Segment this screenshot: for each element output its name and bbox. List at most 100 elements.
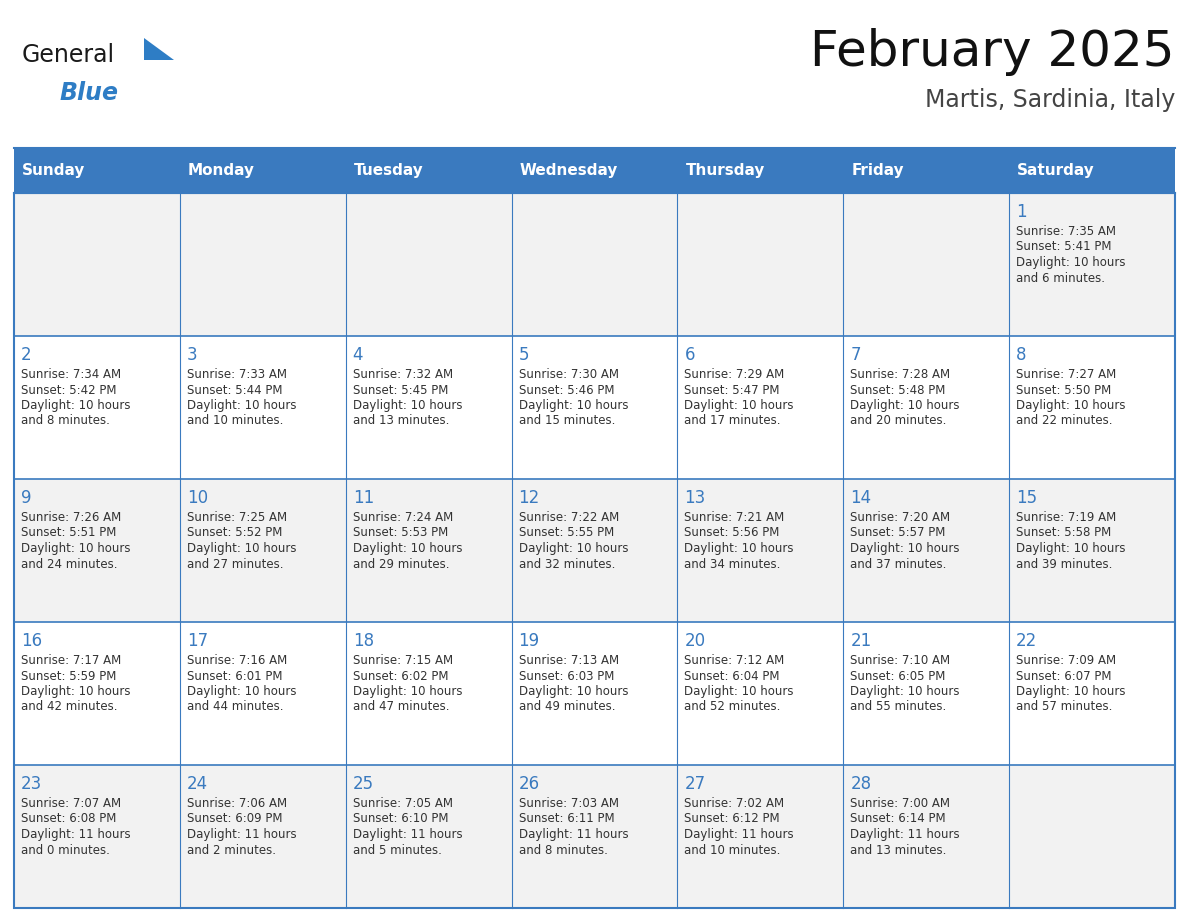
Text: Sunrise: 7:15 AM: Sunrise: 7:15 AM (353, 654, 453, 667)
Text: Sunset: 6:10 PM: Sunset: 6:10 PM (353, 812, 448, 825)
Text: and 10 minutes.: and 10 minutes. (187, 415, 283, 428)
Text: 2: 2 (21, 346, 32, 364)
Text: Sunrise: 7:29 AM: Sunrise: 7:29 AM (684, 368, 785, 381)
Text: Daylight: 10 hours: Daylight: 10 hours (187, 399, 296, 412)
Text: Daylight: 10 hours: Daylight: 10 hours (187, 685, 296, 698)
Text: 16: 16 (21, 632, 42, 650)
Bar (14, 479, 1175, 622)
Text: Sunset: 5:46 PM: Sunset: 5:46 PM (519, 384, 614, 397)
Text: and 49 minutes.: and 49 minutes. (519, 700, 615, 713)
Text: February 2025: February 2025 (810, 28, 1175, 76)
Text: Sunrise: 7:05 AM: Sunrise: 7:05 AM (353, 797, 453, 810)
Text: 3: 3 (187, 346, 197, 364)
Text: Sunrise: 7:35 AM: Sunrise: 7:35 AM (1016, 225, 1117, 238)
Text: Sunday: Sunday (23, 163, 86, 178)
Text: Daylight: 10 hours: Daylight: 10 hours (851, 399, 960, 412)
Text: 23: 23 (21, 775, 43, 793)
Text: Sunrise: 7:28 AM: Sunrise: 7:28 AM (851, 368, 950, 381)
Text: Daylight: 10 hours: Daylight: 10 hours (684, 399, 794, 412)
Bar (14, 336, 1175, 479)
Text: and 27 minutes.: and 27 minutes. (187, 557, 284, 570)
Text: Sunset: 5:53 PM: Sunset: 5:53 PM (353, 527, 448, 540)
Text: and 39 minutes.: and 39 minutes. (1016, 557, 1112, 570)
Text: and 8 minutes.: and 8 minutes. (519, 844, 607, 856)
Text: Sunrise: 7:09 AM: Sunrise: 7:09 AM (1016, 654, 1117, 667)
Text: 12: 12 (519, 489, 539, 507)
Text: Sunrise: 7:06 AM: Sunrise: 7:06 AM (187, 797, 287, 810)
Text: Sunset: 6:04 PM: Sunset: 6:04 PM (684, 669, 781, 682)
Text: Daylight: 10 hours: Daylight: 10 hours (851, 685, 960, 698)
Text: Daylight: 10 hours: Daylight: 10 hours (21, 685, 131, 698)
Text: 28: 28 (851, 775, 872, 793)
Text: Sunrise: 7:30 AM: Sunrise: 7:30 AM (519, 368, 619, 381)
Text: Sunrise: 7:16 AM: Sunrise: 7:16 AM (187, 654, 287, 667)
Text: Daylight: 10 hours: Daylight: 10 hours (851, 542, 960, 555)
Text: Daylight: 10 hours: Daylight: 10 hours (353, 399, 462, 412)
Text: 1: 1 (1016, 203, 1026, 221)
Text: Sunset: 5:45 PM: Sunset: 5:45 PM (353, 384, 448, 397)
Text: Sunset: 5:48 PM: Sunset: 5:48 PM (851, 384, 946, 397)
Text: 20: 20 (684, 632, 706, 650)
Text: 17: 17 (187, 632, 208, 650)
Text: Daylight: 10 hours: Daylight: 10 hours (519, 542, 628, 555)
Text: 11: 11 (353, 489, 374, 507)
Text: Sunrise: 7:10 AM: Sunrise: 7:10 AM (851, 654, 950, 667)
Text: Daylight: 10 hours: Daylight: 10 hours (684, 685, 794, 698)
Text: Sunset: 5:50 PM: Sunset: 5:50 PM (1016, 384, 1112, 397)
Text: and 10 minutes.: and 10 minutes. (684, 844, 781, 856)
Text: Sunrise: 7:32 AM: Sunrise: 7:32 AM (353, 368, 453, 381)
Text: Sunrise: 7:21 AM: Sunrise: 7:21 AM (684, 511, 785, 524)
Text: Thursday: Thursday (685, 163, 765, 178)
Text: and 55 minutes.: and 55 minutes. (851, 700, 947, 713)
Text: 18: 18 (353, 632, 374, 650)
Text: Daylight: 10 hours: Daylight: 10 hours (21, 399, 131, 412)
Text: 24: 24 (187, 775, 208, 793)
Text: Sunrise: 7:17 AM: Sunrise: 7:17 AM (21, 654, 121, 667)
Bar (14, 193, 1175, 908)
Text: Sunrise: 7:12 AM: Sunrise: 7:12 AM (684, 654, 785, 667)
Text: Sunrise: 7:27 AM: Sunrise: 7:27 AM (1016, 368, 1117, 381)
Text: Sunset: 6:02 PM: Sunset: 6:02 PM (353, 669, 448, 682)
Text: Sunrise: 7:03 AM: Sunrise: 7:03 AM (519, 797, 619, 810)
Text: Sunset: 6:05 PM: Sunset: 6:05 PM (851, 669, 946, 682)
Text: 5: 5 (519, 346, 529, 364)
Text: 4: 4 (353, 346, 364, 364)
Text: 7: 7 (851, 346, 861, 364)
Text: 13: 13 (684, 489, 706, 507)
Text: and 44 minutes.: and 44 minutes. (187, 700, 284, 713)
Text: Sunset: 6:09 PM: Sunset: 6:09 PM (187, 812, 283, 825)
Text: 27: 27 (684, 775, 706, 793)
Text: Sunrise: 7:24 AM: Sunrise: 7:24 AM (353, 511, 453, 524)
Text: Daylight: 10 hours: Daylight: 10 hours (519, 399, 628, 412)
Text: Daylight: 10 hours: Daylight: 10 hours (353, 685, 462, 698)
Text: and 13 minutes.: and 13 minutes. (851, 844, 947, 856)
Text: Wednesday: Wednesday (519, 163, 618, 178)
Text: and 29 minutes.: and 29 minutes. (353, 557, 449, 570)
Text: and 47 minutes.: and 47 minutes. (353, 700, 449, 713)
Text: Sunset: 5:44 PM: Sunset: 5:44 PM (187, 384, 283, 397)
Text: and 34 minutes.: and 34 minutes. (684, 557, 781, 570)
Text: General: General (23, 43, 115, 67)
Text: Monday: Monday (188, 163, 255, 178)
Text: and 32 minutes.: and 32 minutes. (519, 557, 615, 570)
Text: Daylight: 10 hours: Daylight: 10 hours (1016, 542, 1126, 555)
Polygon shape (144, 38, 173, 60)
Text: and 2 minutes.: and 2 minutes. (187, 844, 276, 856)
Text: Daylight: 10 hours: Daylight: 10 hours (519, 685, 628, 698)
Text: Sunset: 5:52 PM: Sunset: 5:52 PM (187, 527, 283, 540)
Text: Daylight: 10 hours: Daylight: 10 hours (684, 542, 794, 555)
Text: and 6 minutes.: and 6 minutes. (1016, 272, 1105, 285)
Text: Daylight: 11 hours: Daylight: 11 hours (187, 828, 297, 841)
Text: Sunset: 6:01 PM: Sunset: 6:01 PM (187, 669, 283, 682)
Text: 26: 26 (519, 775, 539, 793)
Text: Sunset: 5:59 PM: Sunset: 5:59 PM (21, 669, 116, 682)
Text: Sunrise: 7:22 AM: Sunrise: 7:22 AM (519, 511, 619, 524)
Text: 8: 8 (1016, 346, 1026, 364)
Text: and 42 minutes.: and 42 minutes. (21, 700, 118, 713)
Text: Daylight: 11 hours: Daylight: 11 hours (353, 828, 462, 841)
Text: Sunrise: 7:26 AM: Sunrise: 7:26 AM (21, 511, 121, 524)
Text: Friday: Friday (852, 163, 904, 178)
Text: and 17 minutes.: and 17 minutes. (684, 415, 781, 428)
Text: Sunset: 5:41 PM: Sunset: 5:41 PM (1016, 241, 1112, 253)
Text: Daylight: 11 hours: Daylight: 11 hours (684, 828, 794, 841)
